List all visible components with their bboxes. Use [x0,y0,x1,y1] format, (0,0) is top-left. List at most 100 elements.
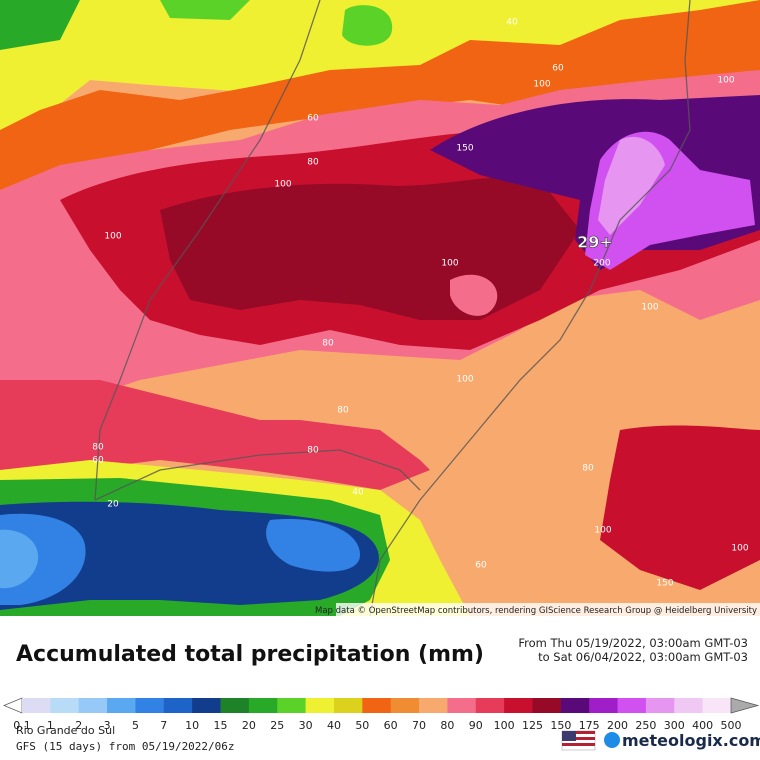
colorbar-cell [305,698,335,713]
area-250-300 [598,136,665,235]
colorbar-cell [362,698,392,713]
colorbar-label: 10 [185,719,199,732]
contour-label: 40 [506,18,518,28]
colorbar-cell [220,698,250,713]
model: GFS (15 days) from 05/19/2022/06z [16,740,235,753]
contour-label: 60 [92,456,104,466]
colorbar-label: 175 [579,719,600,732]
region: Rio Grande do Sul [16,724,115,737]
colorbar-label: 90 [469,719,483,732]
colorbar-label: 150 [550,719,571,732]
colorbar: 0.1 1 2 3 5 7 10 15 20 25 30 40 50 60 70 80 90 100 125 150 1… [3,697,760,732]
contour-label: 40 [352,488,364,498]
colorbar-label: 0.1 [13,719,31,732]
area-30-40 [0,0,760,130]
colorbar-label: 3 [104,719,111,732]
area-5-7 [266,519,360,572]
contour-label: 100 [641,303,658,313]
colorbar-cell [333,698,363,713]
colorbar-label: 20 [242,719,256,732]
flag [561,730,596,751]
date-from: From Thu 05/19/2022, 03:00am GMT-03 [518,636,748,650]
colorbar-cell [192,698,222,713]
date-to: to Sat 06/04/2022, 03:00am GMT-03 [538,650,748,664]
colorbar-cell [475,698,505,713]
colorbar-cell [532,698,562,713]
colorbar-label: 100 [494,719,515,732]
contour-label: 150 [456,144,473,154]
logo-icon [604,732,620,748]
contour-label: 100 [594,526,611,536]
contour-label: 80 [322,339,334,349]
borders [94,0,691,617]
contour-label: 80 [337,406,349,416]
contour-label: 100 [731,544,748,554]
colorbar-label: 125 [522,719,543,732]
colorbar-cell [163,698,193,713]
colorbar-cell [560,698,590,713]
contour-label: 29+ [577,233,613,252]
area-100-125 [600,425,760,590]
area-25 [160,0,250,20]
contour-label: 60 [552,64,564,74]
colorbar-label: 15 [214,719,228,732]
contour-label: 80 [307,446,319,456]
colorbar-label: 400 [692,719,713,732]
colorbar-label: 1 [47,719,54,732]
colorbar-cell [504,698,533,713]
colorbar-label: 5 [132,719,139,732]
area-20 [0,0,80,50]
contour-label: 20 [107,500,119,510]
colorbar-cell [589,698,619,713]
colorbar-label: 80 [440,719,454,732]
colorbar-label: 500 [721,719,742,732]
brand[interactable]: meteologix.com [622,731,760,750]
colorbar-cell [22,698,51,713]
colorbar-cell [617,698,647,713]
colorbar-cell [674,698,704,713]
colorbar-label: 30 [299,719,313,732]
contour-label: 150 [656,579,673,589]
colorbar-cell [702,698,732,713]
area-3-5 [0,529,39,589]
colorbar-end [730,697,760,714]
colorbar-label: 40 [327,719,341,732]
colorbar-cell [419,698,448,713]
contour-label: 100 [274,180,291,190]
colorbar-cell [50,698,80,713]
colorbar-start [3,697,23,714]
contour-label: 80 [307,158,319,168]
colorbar-label: 70 [412,719,426,732]
attribution: Map data © OpenStreetMap contributors, r… [315,606,757,616]
contour-label: 80 [582,464,594,474]
colorbar-label: 60 [384,719,398,732]
colorbar-cell [135,698,165,713]
contour-label: 100 [104,232,121,242]
contour-label: 100 [441,259,458,269]
colorbar-cell [107,698,136,713]
colorbar-label: 200 [607,719,628,732]
contour-label: 200 [593,259,610,269]
contour-label: 60 [307,114,319,124]
contour-label: 60 [475,561,487,571]
attribution-bg [336,603,760,616]
area-80-90 [450,274,498,316]
colorbar-cell [390,698,420,713]
colorbar-label: 300 [664,719,685,732]
contour-label: 100 [717,76,734,86]
contour-label: 80 [92,443,104,453]
colorbar-label: 25 [270,719,284,732]
colorbar-cell [78,698,108,713]
contour-label: 100 [456,375,473,385]
precipitation-map [0,0,760,617]
colorbar-label: 7 [160,719,167,732]
colorbar-cell [277,698,307,713]
area-25 [342,5,393,46]
colorbar-cell [645,698,675,713]
area-125-150 [160,177,580,320]
area-50-60 [0,0,760,190]
colorbar-cell [447,698,477,713]
contour-label: 100 [533,80,550,90]
